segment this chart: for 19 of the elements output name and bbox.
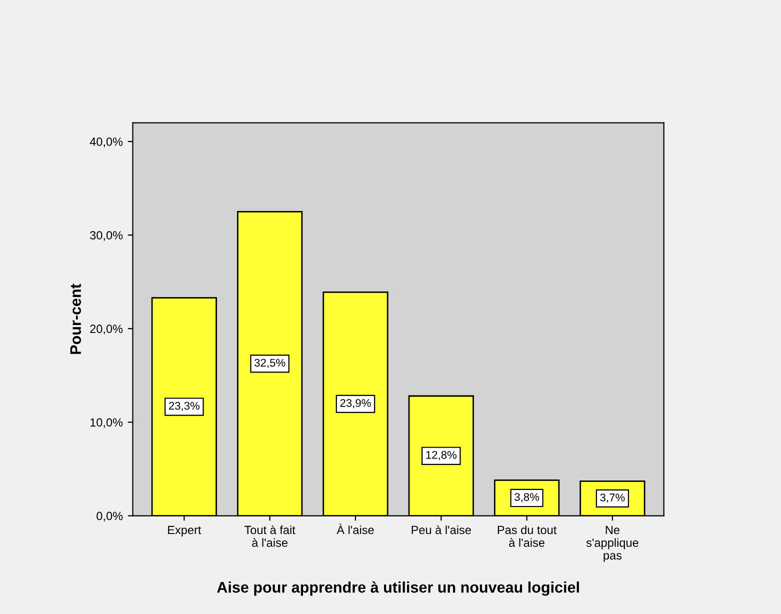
y-tick-label: 10,0% xyxy=(90,418,123,428)
data-label: 3,7% xyxy=(600,494,625,503)
data-label: 32,5% xyxy=(254,358,286,368)
data-label: 23,3% xyxy=(168,402,200,412)
x-tick-label: Expert xyxy=(168,526,202,536)
x-tick-label: Peu à l'aise xyxy=(412,525,471,534)
y-tick-label: 30,0% xyxy=(90,231,123,241)
y-tick-label: 40,0% xyxy=(90,138,123,148)
x-tick-label: Tout à fait à l'aise xyxy=(244,525,296,547)
x-tick-label: Ne s'applique pas xyxy=(586,526,638,562)
y-axis-title: Pour-cent xyxy=(70,284,81,354)
data-label: 12,8% xyxy=(426,450,456,460)
x-tick-label: Pas du tout à l'aise xyxy=(498,525,557,547)
data-label: 3,8% xyxy=(514,493,540,502)
y-tick-label: 20,0% xyxy=(90,324,123,334)
x-tick-label: À l'aise xyxy=(336,524,374,534)
data-label: 23,9% xyxy=(340,399,371,408)
y-tick-label: 0,0% xyxy=(96,512,123,522)
x-axis-title: Aise pour apprendre à utiliser un nouveau logiciel xyxy=(217,581,579,596)
